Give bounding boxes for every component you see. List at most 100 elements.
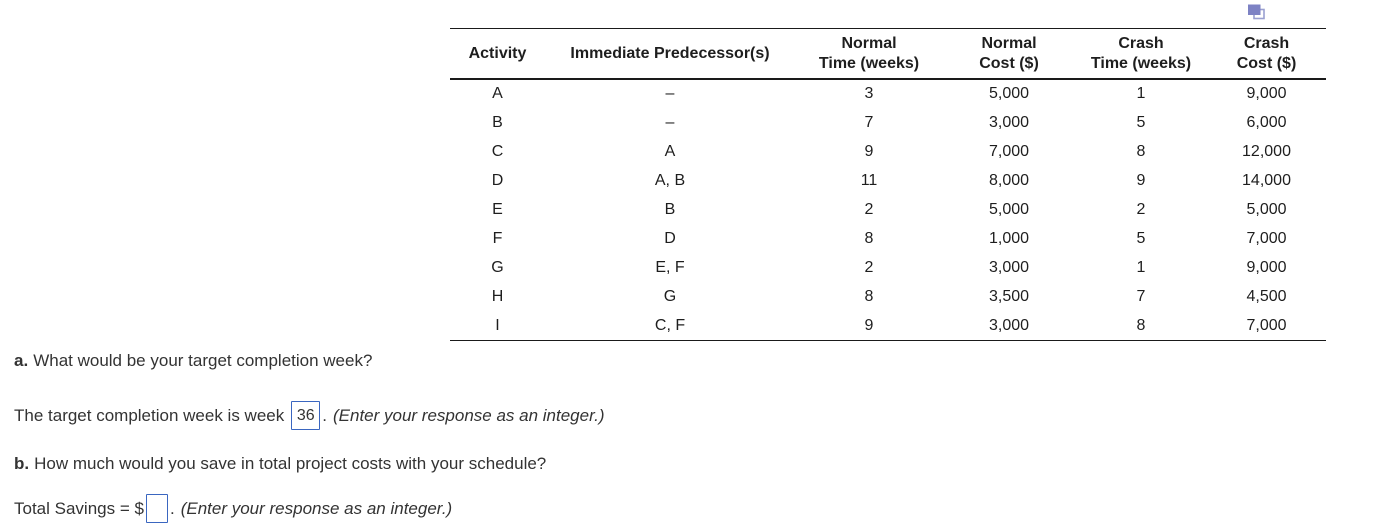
cell-normal-cost: 8,000	[988, 172, 1030, 190]
cell-normal-cost: 3,500	[988, 287, 1030, 305]
cell-activity: H	[491, 287, 504, 305]
cell-crash-time: 2	[1136, 201, 1146, 218]
cell-predecessors: –	[665, 114, 675, 132]
question-a: a. What would be your target completion w…	[14, 351, 372, 371]
cell-activity: B	[492, 114, 503, 132]
cell-normal-time: 2	[864, 201, 874, 218]
cell-activity: G	[491, 258, 504, 276]
header-text: Normal	[841, 35, 897, 52]
header-text: Time (weeks)	[1090, 55, 1192, 72]
cell-crash-cost: 14,000	[1242, 172, 1291, 190]
header-text: Normal	[981, 35, 1037, 52]
table-row: B – 7 3,000 5 6,000	[450, 109, 1326, 138]
table-row: G E, F 2 3,000 1 9,000	[450, 253, 1326, 282]
cell-crash-time: 1	[1136, 258, 1146, 276]
cell-normal-time: 7	[864, 114, 874, 132]
cell-normal-cost: 5,000	[988, 85, 1030, 103]
table-row: E B 2 5,000 2 5,000	[450, 196, 1326, 225]
cell-crash-time: 5	[1136, 229, 1146, 247]
crash-cost-table: Activity Immediate Predecessor(s) Normal…	[450, 28, 1326, 342]
cell-activity: D	[491, 172, 504, 190]
answer-a-period: .	[322, 405, 327, 425]
cell-crash-cost: 7,000	[1207, 311, 1326, 342]
header-immediate-predecessors: Immediate Predecessor(s)	[545, 28, 795, 80]
cell-normal-cost: 3,000	[988, 114, 1030, 132]
cell-normal-time: 8	[864, 229, 874, 247]
question-b: b. How much would you save in total proje…	[14, 454, 546, 474]
answer-b-period: .	[169, 498, 175, 518]
header-normal-cost: Normal Cost ($)	[943, 28, 1075, 80]
cell-crash-cost: 4,500	[1246, 287, 1287, 305]
cell-crash-time: 7	[1136, 287, 1146, 305]
cell-crash-time: 1	[1136, 85, 1146, 103]
cell-normal-time: 9	[864, 143, 874, 161]
cell-crash-cost: 5,000	[1246, 201, 1287, 218]
header-text: Crash	[1118, 35, 1164, 52]
cell-crash-time: 5	[1136, 114, 1146, 132]
header-text: Crash	[1243, 35, 1290, 52]
cell-predecessors: D	[664, 229, 676, 247]
cell-normal-cost: 3,000	[988, 258, 1030, 276]
cell-activity: I	[450, 311, 545, 342]
cell-activity: C	[491, 143, 504, 161]
cell-crash-time: 8	[1136, 143, 1146, 161]
cell-crash-cost: 6,000	[1246, 114, 1287, 132]
total-savings-input[interactable]	[145, 494, 168, 523]
cell-predecessors: B	[664, 201, 676, 218]
cell-activity: F	[492, 229, 503, 247]
cell-normal-cost: 5,000	[988, 201, 1030, 218]
header-crash-cost: Crash Cost ($)	[1207, 28, 1326, 80]
header-text: Immediate Predecessor(s)	[570, 45, 770, 62]
answer-b-prefix: Total Savings = $	[14, 498, 144, 518]
cell-predecessors: A, B	[654, 172, 686, 190]
header-text: Activity	[468, 45, 527, 62]
header-text: Cost ($)	[1236, 55, 1297, 72]
cell-predecessors: A	[664, 143, 676, 161]
cell-predecessors: G	[663, 287, 677, 305]
header-crash-time: Crash Time (weeks)	[1075, 28, 1207, 80]
table-row: I C, F 9 3,000 8 7,000	[450, 311, 1326, 342]
cell-crash-cost: 9,000	[1246, 258, 1287, 276]
question-b-text: How much would you save in total project…	[34, 454, 547, 473]
cell-predecessors: –	[665, 85, 675, 103]
header-normal-time: Normal Time (weeks)	[795, 28, 943, 80]
cell-normal-cost: 1,000	[988, 229, 1030, 247]
cell-normal-time: 11	[860, 172, 878, 190]
cell-crash-cost: 12,000	[1242, 143, 1291, 161]
answer-a-hint: (Enter your response as an integer.)	[332, 405, 605, 425]
cell-crash-time: 8	[1075, 311, 1207, 342]
target-week-input[interactable]	[291, 401, 321, 430]
table-row: F D 8 1,000 5 7,000	[450, 224, 1326, 253]
header-text: Time (weeks)	[818, 55, 920, 72]
cell-normal-cost: 7,000	[988, 143, 1030, 161]
cell-normal-time: 8	[864, 287, 874, 305]
answer-line-b: Total Savings = $ . (Enter your response…	[14, 494, 452, 523]
question-b-label: b.	[14, 454, 30, 473]
cell-predecessors: C, F	[545, 311, 795, 342]
answer-b-hint: (Enter your response as an integer.)	[180, 498, 453, 518]
copy-table-icon	[1247, 4, 1266, 24]
cell-predecessors: E, F	[655, 258, 685, 276]
cell-activity: E	[492, 201, 503, 218]
header-activity: Activity	[450, 28, 545, 80]
cell-activity: A	[492, 85, 503, 103]
cell-normal-time: 3	[864, 85, 874, 103]
cell-normal-time: 2	[864, 258, 874, 276]
table-header-row: Activity Immediate Predecessor(s) Normal…	[450, 28, 1326, 80]
question-a-label: a.	[14, 351, 29, 370]
table-row: A – 3 5,000 1 9,000	[450, 79, 1326, 109]
copy-table-button[interactable]	[1245, 2, 1267, 22]
table-row: H G 8 3,500 7 4,500	[450, 282, 1326, 311]
table-row: C A 9 7,000 8 12,000	[450, 138, 1326, 167]
header-text: Cost ($)	[979, 55, 1039, 72]
crash-cost-table-container: Activity Immediate Predecessor(s) Normal…	[450, 28, 1326, 342]
cell-crash-time: 9	[1136, 172, 1146, 190]
cell-crash-cost: 7,000	[1246, 229, 1287, 247]
table-row: D A, B 11 8,000 9 14,000	[450, 167, 1326, 196]
answer-a-prefix: The target completion week is week	[14, 405, 285, 425]
answer-line-a: The target completion week is week . (En…	[14, 401, 605, 430]
cell-normal-time: 9	[795, 311, 943, 342]
cell-normal-cost: 3,000	[943, 311, 1075, 342]
cell-crash-cost: 9,000	[1246, 85, 1287, 103]
question-a-text: What would be your target completion wee…	[33, 351, 373, 370]
